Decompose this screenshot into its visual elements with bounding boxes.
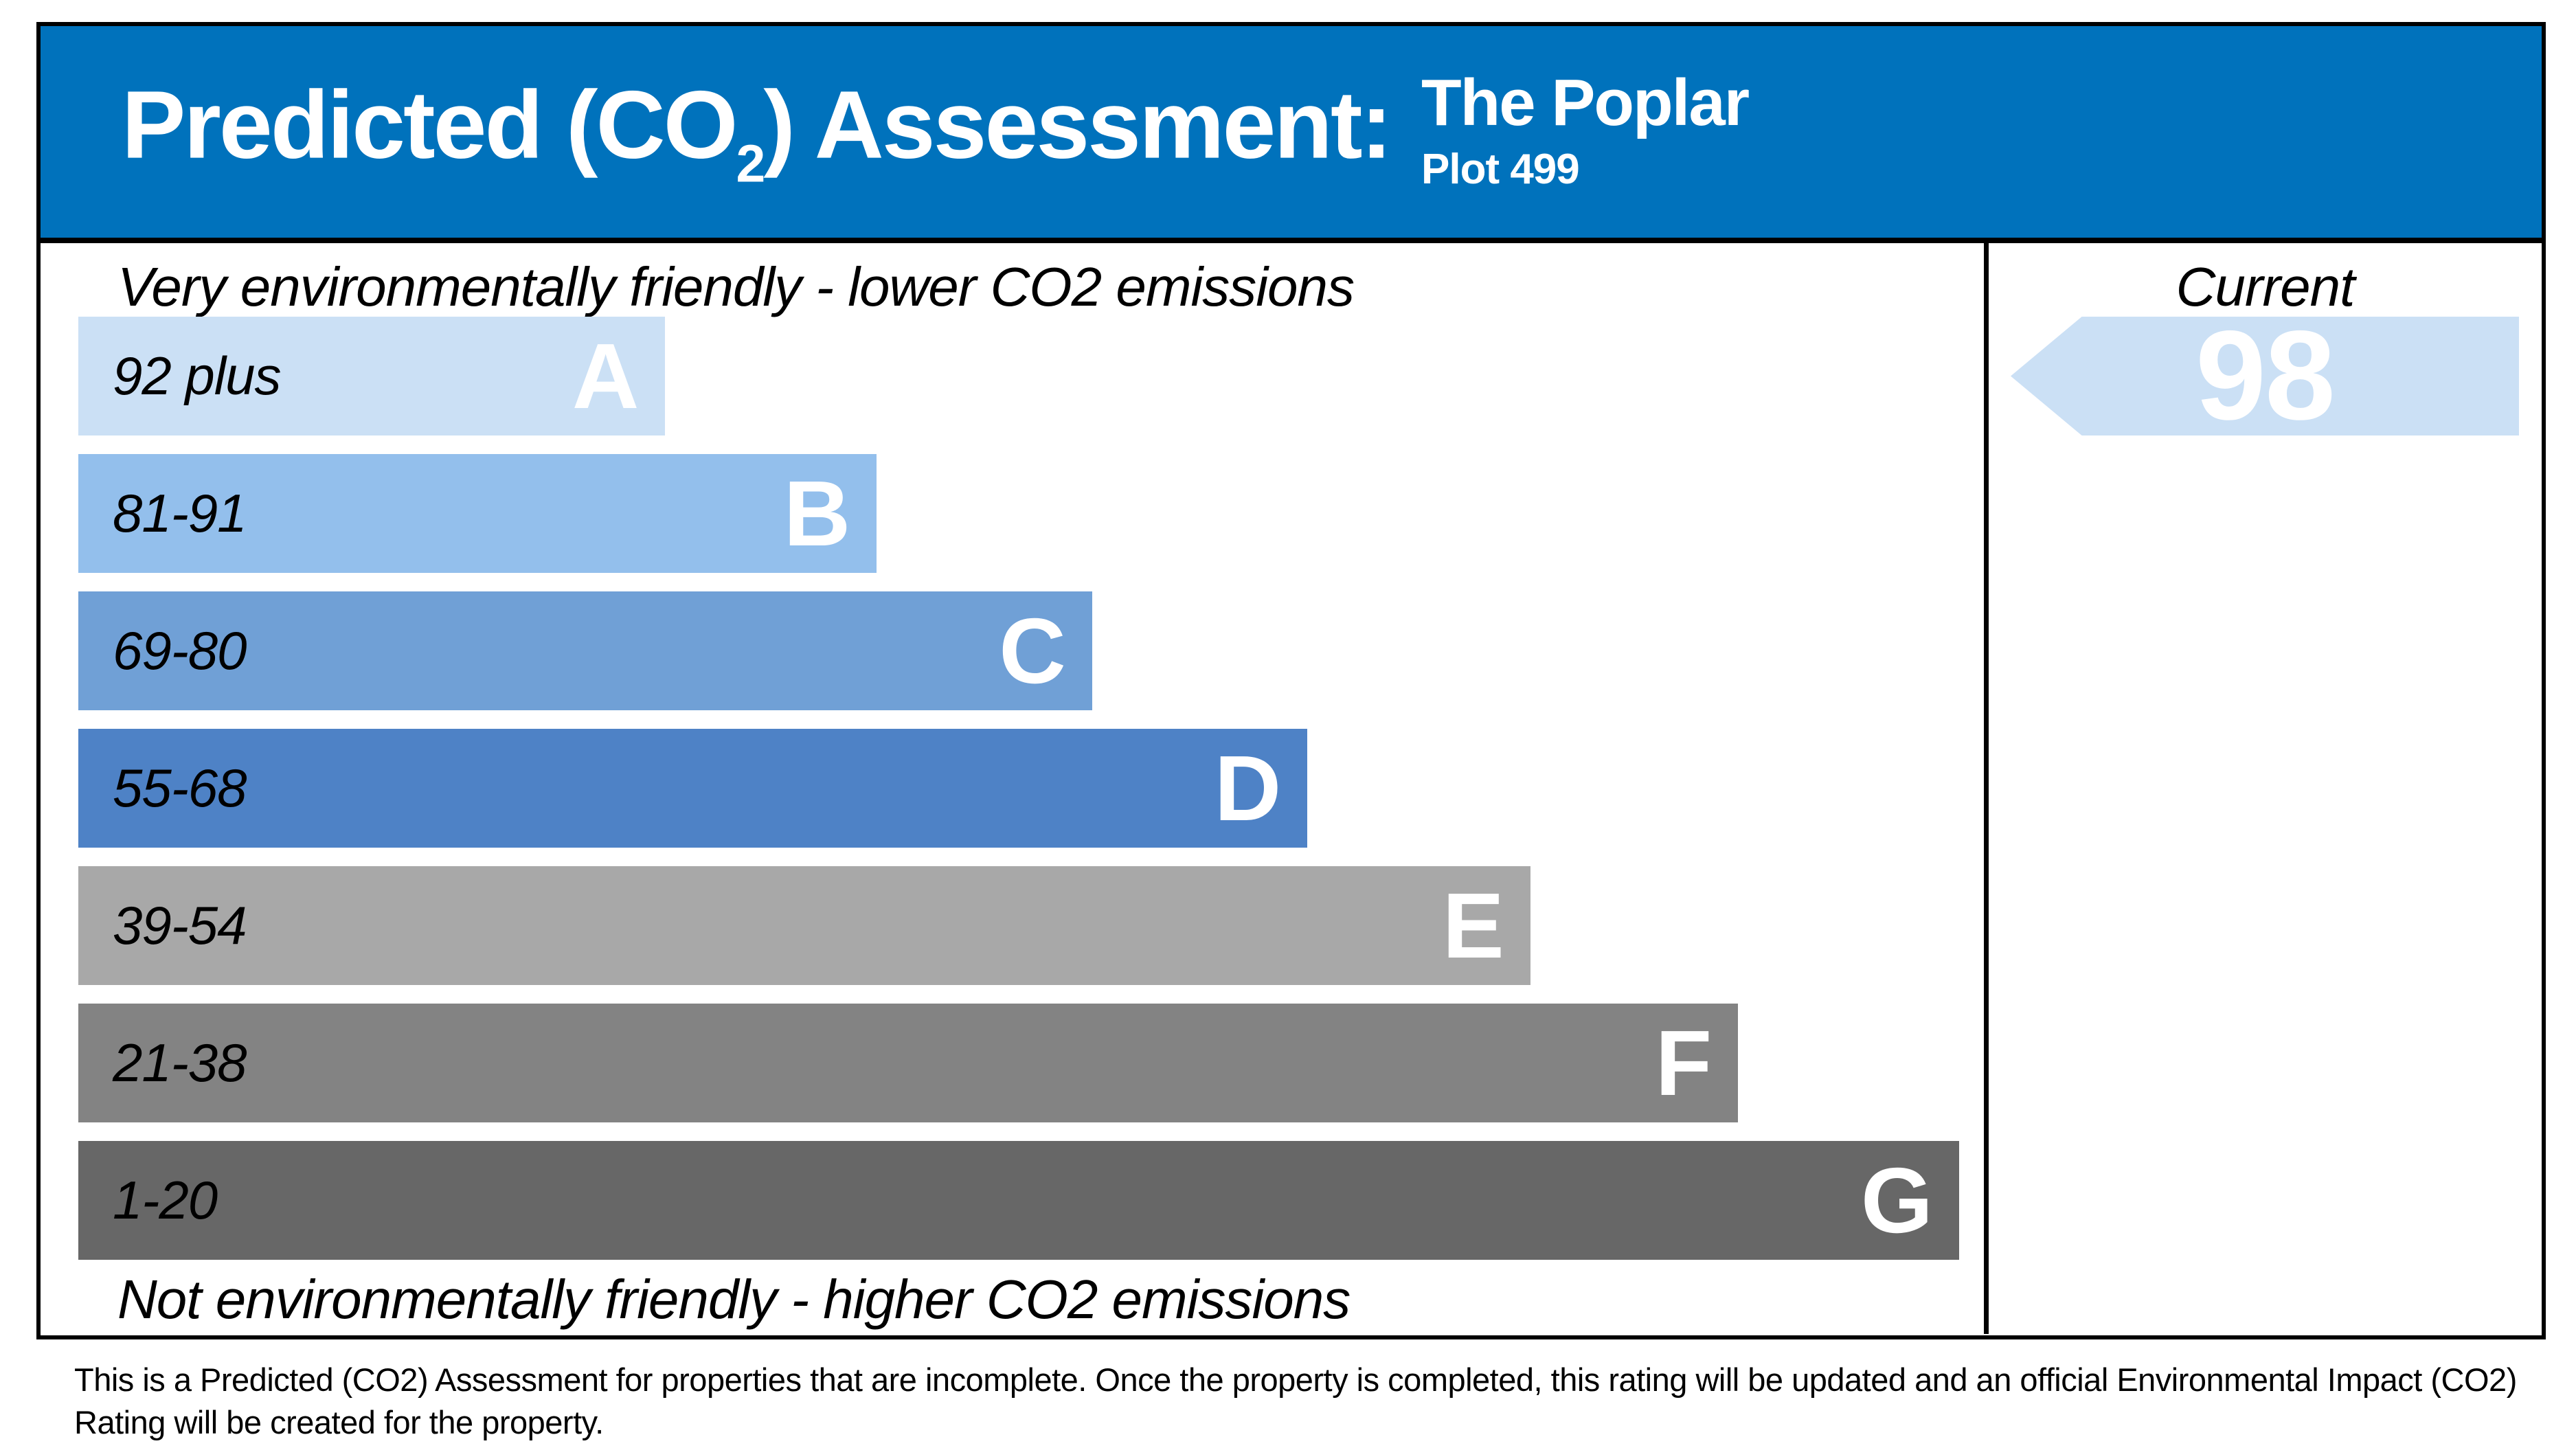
- band-range-label: 69-80: [113, 620, 247, 681]
- band-row-g: 1-20 G: [78, 1141, 1959, 1260]
- band-letter: E: [1442, 874, 1504, 977]
- current-column: Current 98: [1984, 243, 2542, 1334]
- band-row-a: 92 plus A: [78, 317, 666, 435]
- chart-body: Very environmentally friendly - lower CO…: [41, 243, 2542, 1334]
- band-range-label: 39-54: [113, 895, 247, 955]
- band-row-c: 69-80 C: [78, 591, 1092, 710]
- title-post: ) Assessment:: [763, 70, 1392, 179]
- band-row-f: 21-38 F: [78, 1004, 1739, 1122]
- current-rating-value: 98: [2195, 305, 2336, 446]
- band-row-e: 39-54 E: [78, 866, 1530, 985]
- band-row-d: 55-68 D: [78, 729, 1308, 848]
- band-range-label: 1-20: [113, 1170, 218, 1230]
- certificate-box: Predicted (CO2) Assessment: The Poplar P…: [36, 22, 2546, 1339]
- property-name: The Poplar: [1421, 66, 1750, 139]
- title-pre: Predicted (CO: [122, 70, 738, 179]
- property-block: The Poplar Plot 499: [1421, 66, 1750, 194]
- band-letter: D: [1214, 736, 1282, 840]
- predicted-assessment-title: Predicted (CO2) Assessment:: [122, 69, 1392, 195]
- band-letter: G: [1860, 1149, 1933, 1252]
- band-letter: A: [572, 324, 640, 428]
- current-rating-arrow: 98: [2011, 317, 2519, 435]
- band-letter: F: [1655, 1011, 1713, 1115]
- title-subscript-2: 2: [736, 134, 766, 194]
- band-row-b: 81-91 B: [78, 454, 877, 573]
- bottom-axis-label: Not environmentally friendly - higher CO…: [117, 1269, 1351, 1330]
- band-letter: B: [783, 462, 851, 565]
- rating-bands: 92 plus A 81-91 B 69-80 C 55-68 D 39-54: [78, 317, 1984, 1278]
- band-range-label: 81-91: [113, 483, 247, 543]
- current-label: Current: [2176, 256, 2355, 317]
- footer-note: This is a Predicted (CO2) Assessment for…: [74, 1361, 2517, 1441]
- plot-number: Plot 499: [1421, 145, 1580, 193]
- band-range-label: 21-38: [113, 1032, 247, 1093]
- bands-panel: Very environmentally friendly - lower CO…: [41, 243, 1984, 1334]
- band-range-label: 92 plus: [113, 346, 282, 406]
- band-letter: C: [999, 599, 1066, 703]
- band-range-label: 55-68: [113, 758, 247, 818]
- header-bar: Predicted (CO2) Assessment: The Poplar P…: [41, 26, 2542, 243]
- top-axis-label: Very environmentally friendly - lower CO…: [117, 256, 1355, 317]
